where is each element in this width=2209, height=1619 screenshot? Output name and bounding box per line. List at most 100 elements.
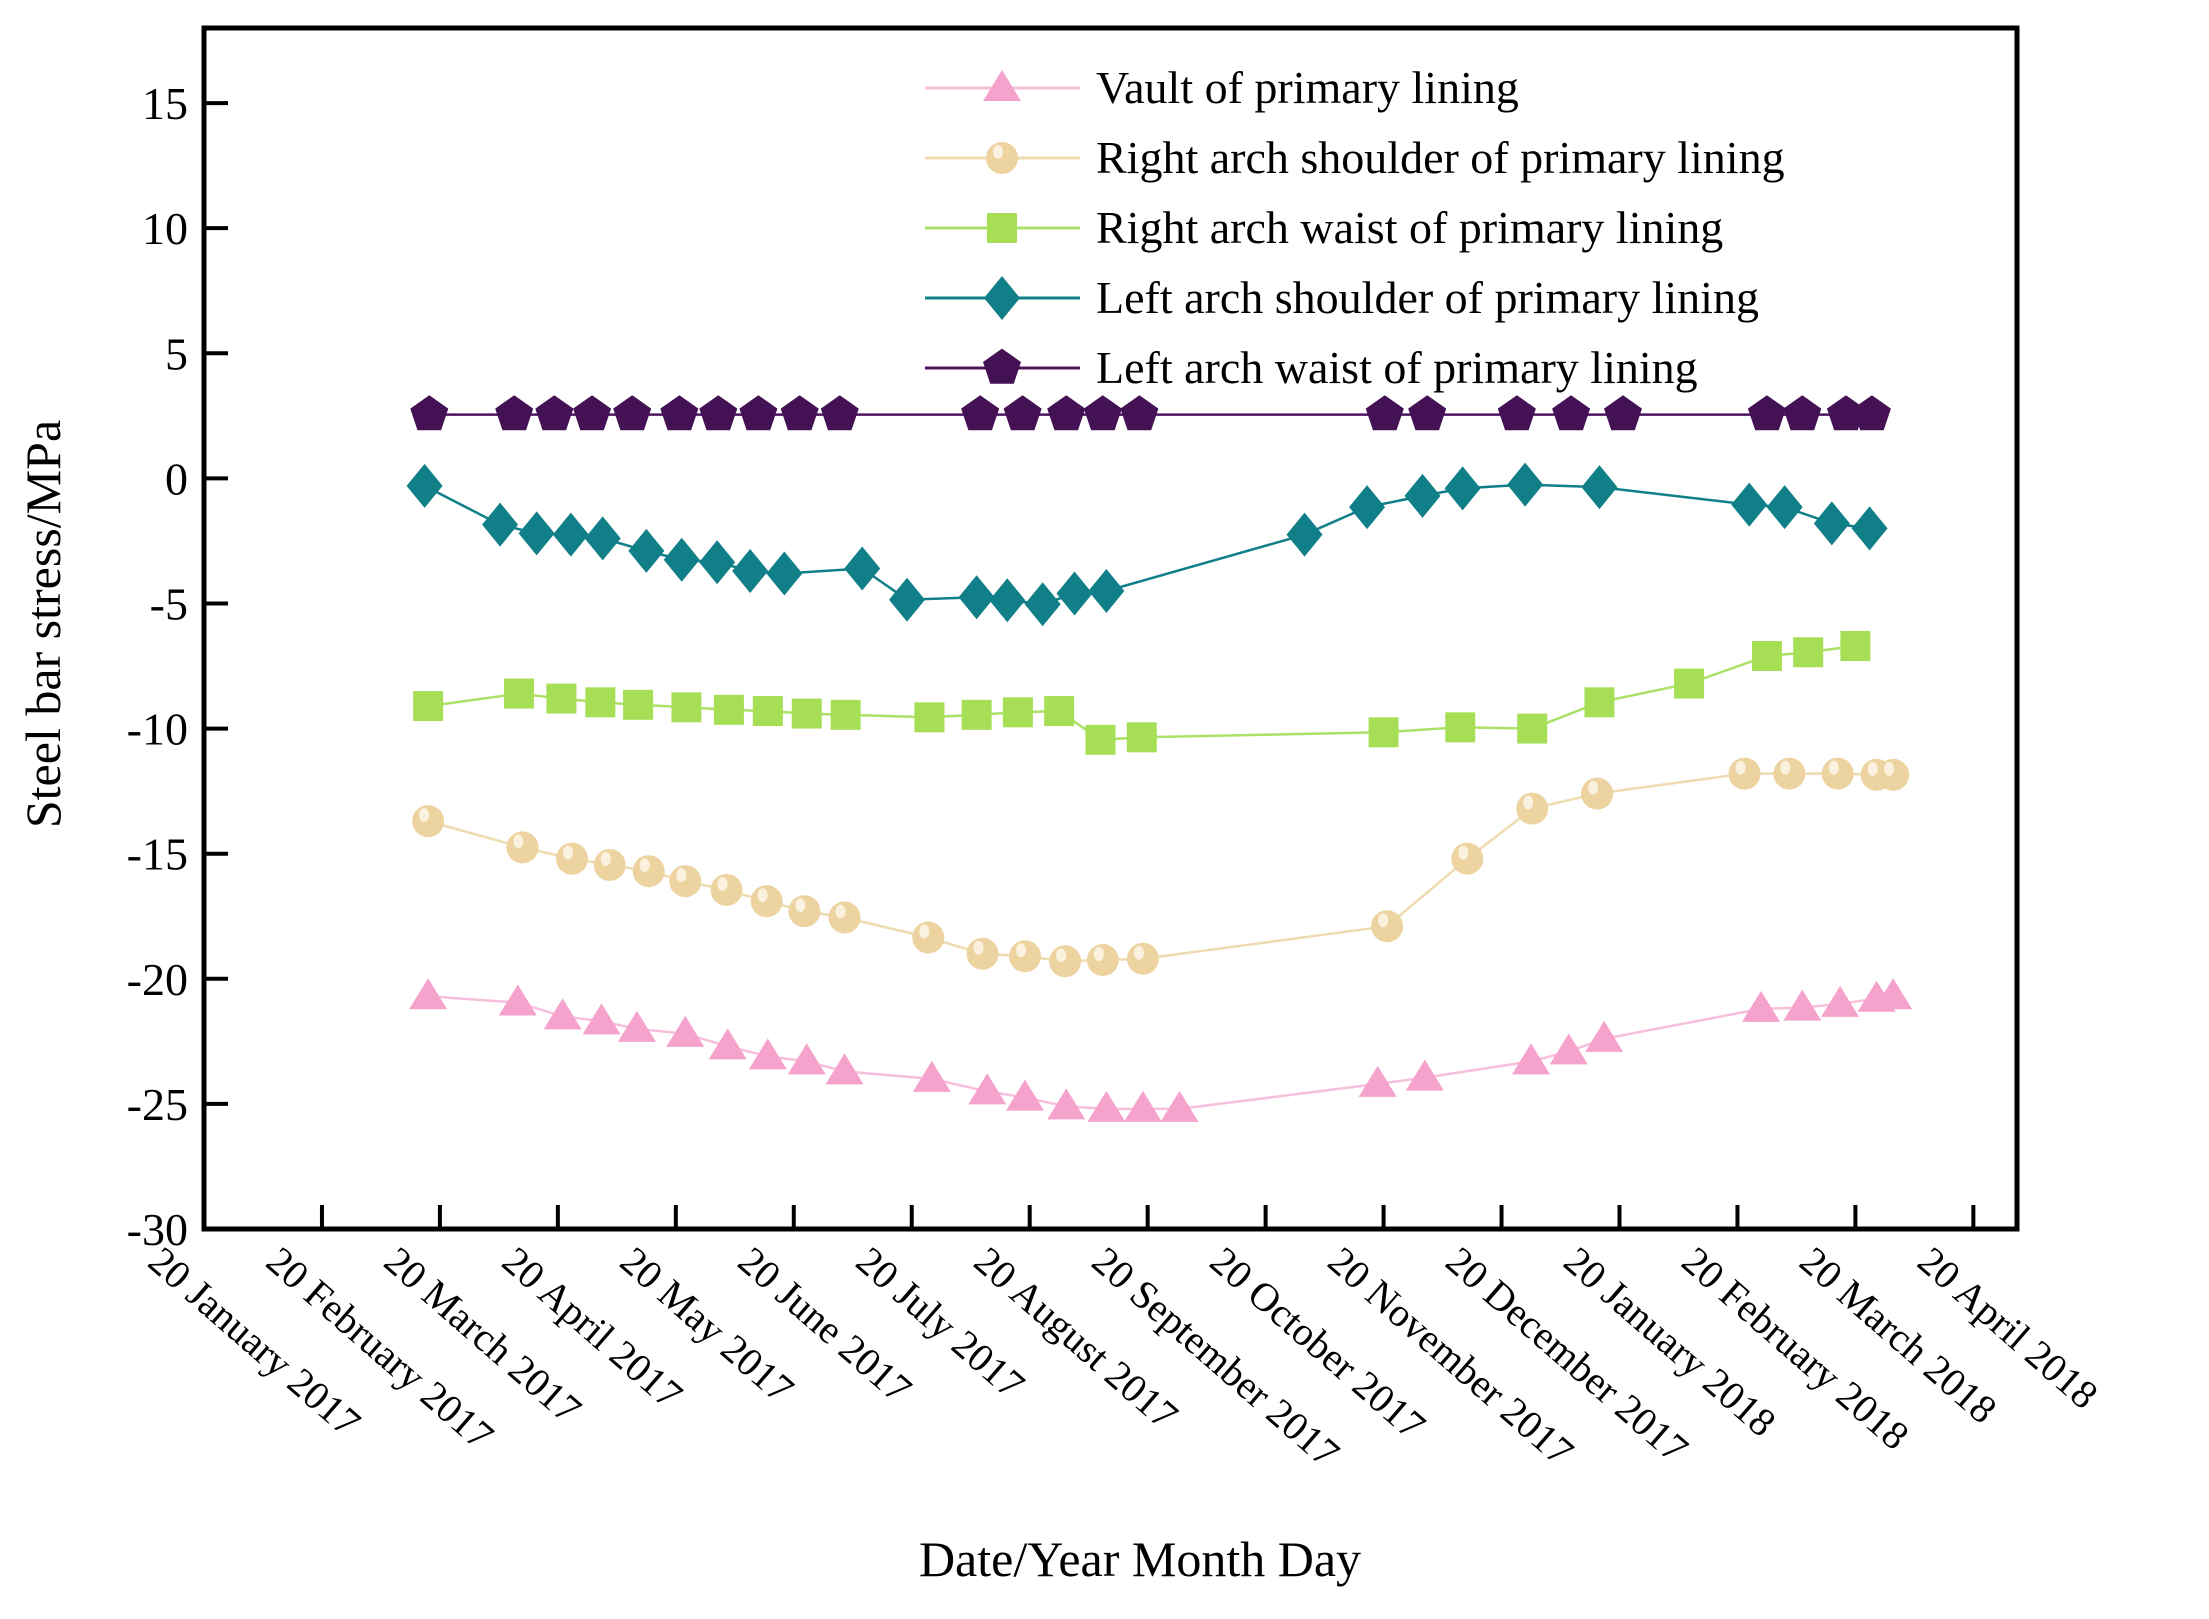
marker-circle xyxy=(632,855,665,888)
marker-circle xyxy=(412,805,445,838)
marker-triangle xyxy=(543,998,582,1030)
marker-diamond xyxy=(1731,482,1768,527)
marker-diamond xyxy=(1766,485,1803,530)
marker-triangle xyxy=(498,984,537,1016)
marker-square xyxy=(1751,641,1782,672)
legend-label: Left arch waist of primary lining xyxy=(1096,342,1698,393)
marker-pentagon xyxy=(780,395,819,431)
marker-highlight xyxy=(795,898,806,913)
marker-highlight xyxy=(1458,845,1469,860)
y-tick-label: -20 xyxy=(127,954,188,1005)
marker-highlight xyxy=(1867,761,1878,776)
legend-label: Right arch waist of primary lining xyxy=(1096,202,1723,253)
marker-circle xyxy=(1008,940,1041,973)
y-axis-title: Steel bar stress/MPa xyxy=(15,419,71,829)
series-line xyxy=(428,995,1894,1111)
plot-frame xyxy=(201,25,2020,1232)
legend-label: Left arch shoulder of primary lining xyxy=(1096,272,1759,323)
y-tick-label: 0 xyxy=(165,453,188,504)
marker-diamond xyxy=(989,578,1026,623)
marker-square xyxy=(1445,712,1476,743)
marker-highlight xyxy=(513,834,524,849)
marker-square xyxy=(585,687,616,718)
marker-pentagon xyxy=(1047,395,1086,431)
y-tick-label: -30 xyxy=(127,1204,188,1255)
marker-pentagon xyxy=(1783,395,1822,431)
marker-diamond xyxy=(1813,501,1850,546)
marker-square xyxy=(1085,724,1116,755)
marker-diamond xyxy=(889,577,926,622)
marker-diamond xyxy=(1404,473,1441,518)
marker-triangle xyxy=(1783,989,1822,1021)
marker-square xyxy=(671,692,702,723)
marker-diamond xyxy=(482,502,519,547)
marker-circle xyxy=(593,848,626,881)
marker-highlight xyxy=(1780,760,1791,775)
marker-pentagon xyxy=(961,395,1000,431)
marker-triangle xyxy=(1405,1059,1444,1091)
marker-diamond xyxy=(1056,571,1093,616)
marker-pentagon xyxy=(495,395,534,431)
marker-square xyxy=(830,699,861,730)
marker-highlight xyxy=(1735,760,1746,775)
marker-pentagon xyxy=(1604,395,1642,431)
marker-circle xyxy=(750,885,783,918)
marker-highlight xyxy=(993,145,1003,159)
marker-square xyxy=(914,702,945,733)
marker-square xyxy=(503,678,534,709)
marker-square xyxy=(623,689,654,720)
marker-highlight xyxy=(919,924,930,939)
marker-highlight xyxy=(973,940,984,955)
marker-triangle xyxy=(582,1003,621,1035)
marker-square xyxy=(1044,696,1075,727)
y-tick-label: -10 xyxy=(127,704,188,755)
series-right-arch-shoulder-of-primary-lining xyxy=(412,757,1910,978)
marker-circle xyxy=(912,921,945,954)
marker-circle xyxy=(556,842,589,875)
marker-circle xyxy=(1581,777,1614,810)
marker-pentagon xyxy=(983,348,1021,384)
marker-pentagon xyxy=(573,395,612,431)
marker-diamond xyxy=(1286,512,1323,557)
legend: Vault of primary lining Right arch should… xyxy=(925,62,1785,393)
marker-triangle xyxy=(787,1043,826,1075)
marker-triangle xyxy=(1358,1065,1397,1097)
marker-circle xyxy=(986,142,1018,174)
marker-pentagon xyxy=(1852,395,1891,431)
x-tick-label: 20 January 2017 xyxy=(140,1238,369,1445)
marker-pentagon xyxy=(1552,395,1591,431)
marker-square xyxy=(1517,713,1548,744)
marker-triangle xyxy=(1160,1090,1199,1122)
marker-circle xyxy=(1516,792,1549,825)
marker-circle xyxy=(966,937,999,970)
marker-diamond xyxy=(1581,465,1618,510)
series-vault-of-primary-lining xyxy=(409,978,1913,1122)
marker-diamond xyxy=(958,575,995,620)
marker-circle xyxy=(506,831,539,864)
marker-diamond xyxy=(732,548,769,593)
marker-square xyxy=(1674,668,1705,699)
marker-triangle xyxy=(1047,1088,1086,1120)
marker-circle xyxy=(1371,910,1404,943)
marker-pentagon xyxy=(1497,395,1536,431)
marker-highlight xyxy=(1588,780,1599,795)
marker-circle xyxy=(1728,757,1761,790)
x-tick-label: 20 August 2017 xyxy=(966,1238,1187,1438)
y-tick-label: -15 xyxy=(127,829,188,880)
marker-highlight xyxy=(1015,943,1026,958)
y-tick-label: 15 xyxy=(142,78,188,129)
marker-diamond xyxy=(699,540,736,585)
marker-pentagon xyxy=(1826,395,1865,431)
marker-circle xyxy=(1821,757,1854,790)
marker-highlight xyxy=(563,845,574,860)
marker-triangle xyxy=(1087,1090,1126,1122)
marker-triangle xyxy=(1123,1090,1162,1122)
marker-pentagon xyxy=(1408,395,1447,431)
marker-diamond xyxy=(1024,582,1061,627)
legend-item: Left arch shoulder of primary lining xyxy=(925,272,1759,323)
marker-circle xyxy=(828,901,861,934)
series-right-arch-waist-of-primary-lining xyxy=(413,631,1871,755)
marker-highlight xyxy=(1378,913,1389,928)
marker-square xyxy=(791,698,822,729)
